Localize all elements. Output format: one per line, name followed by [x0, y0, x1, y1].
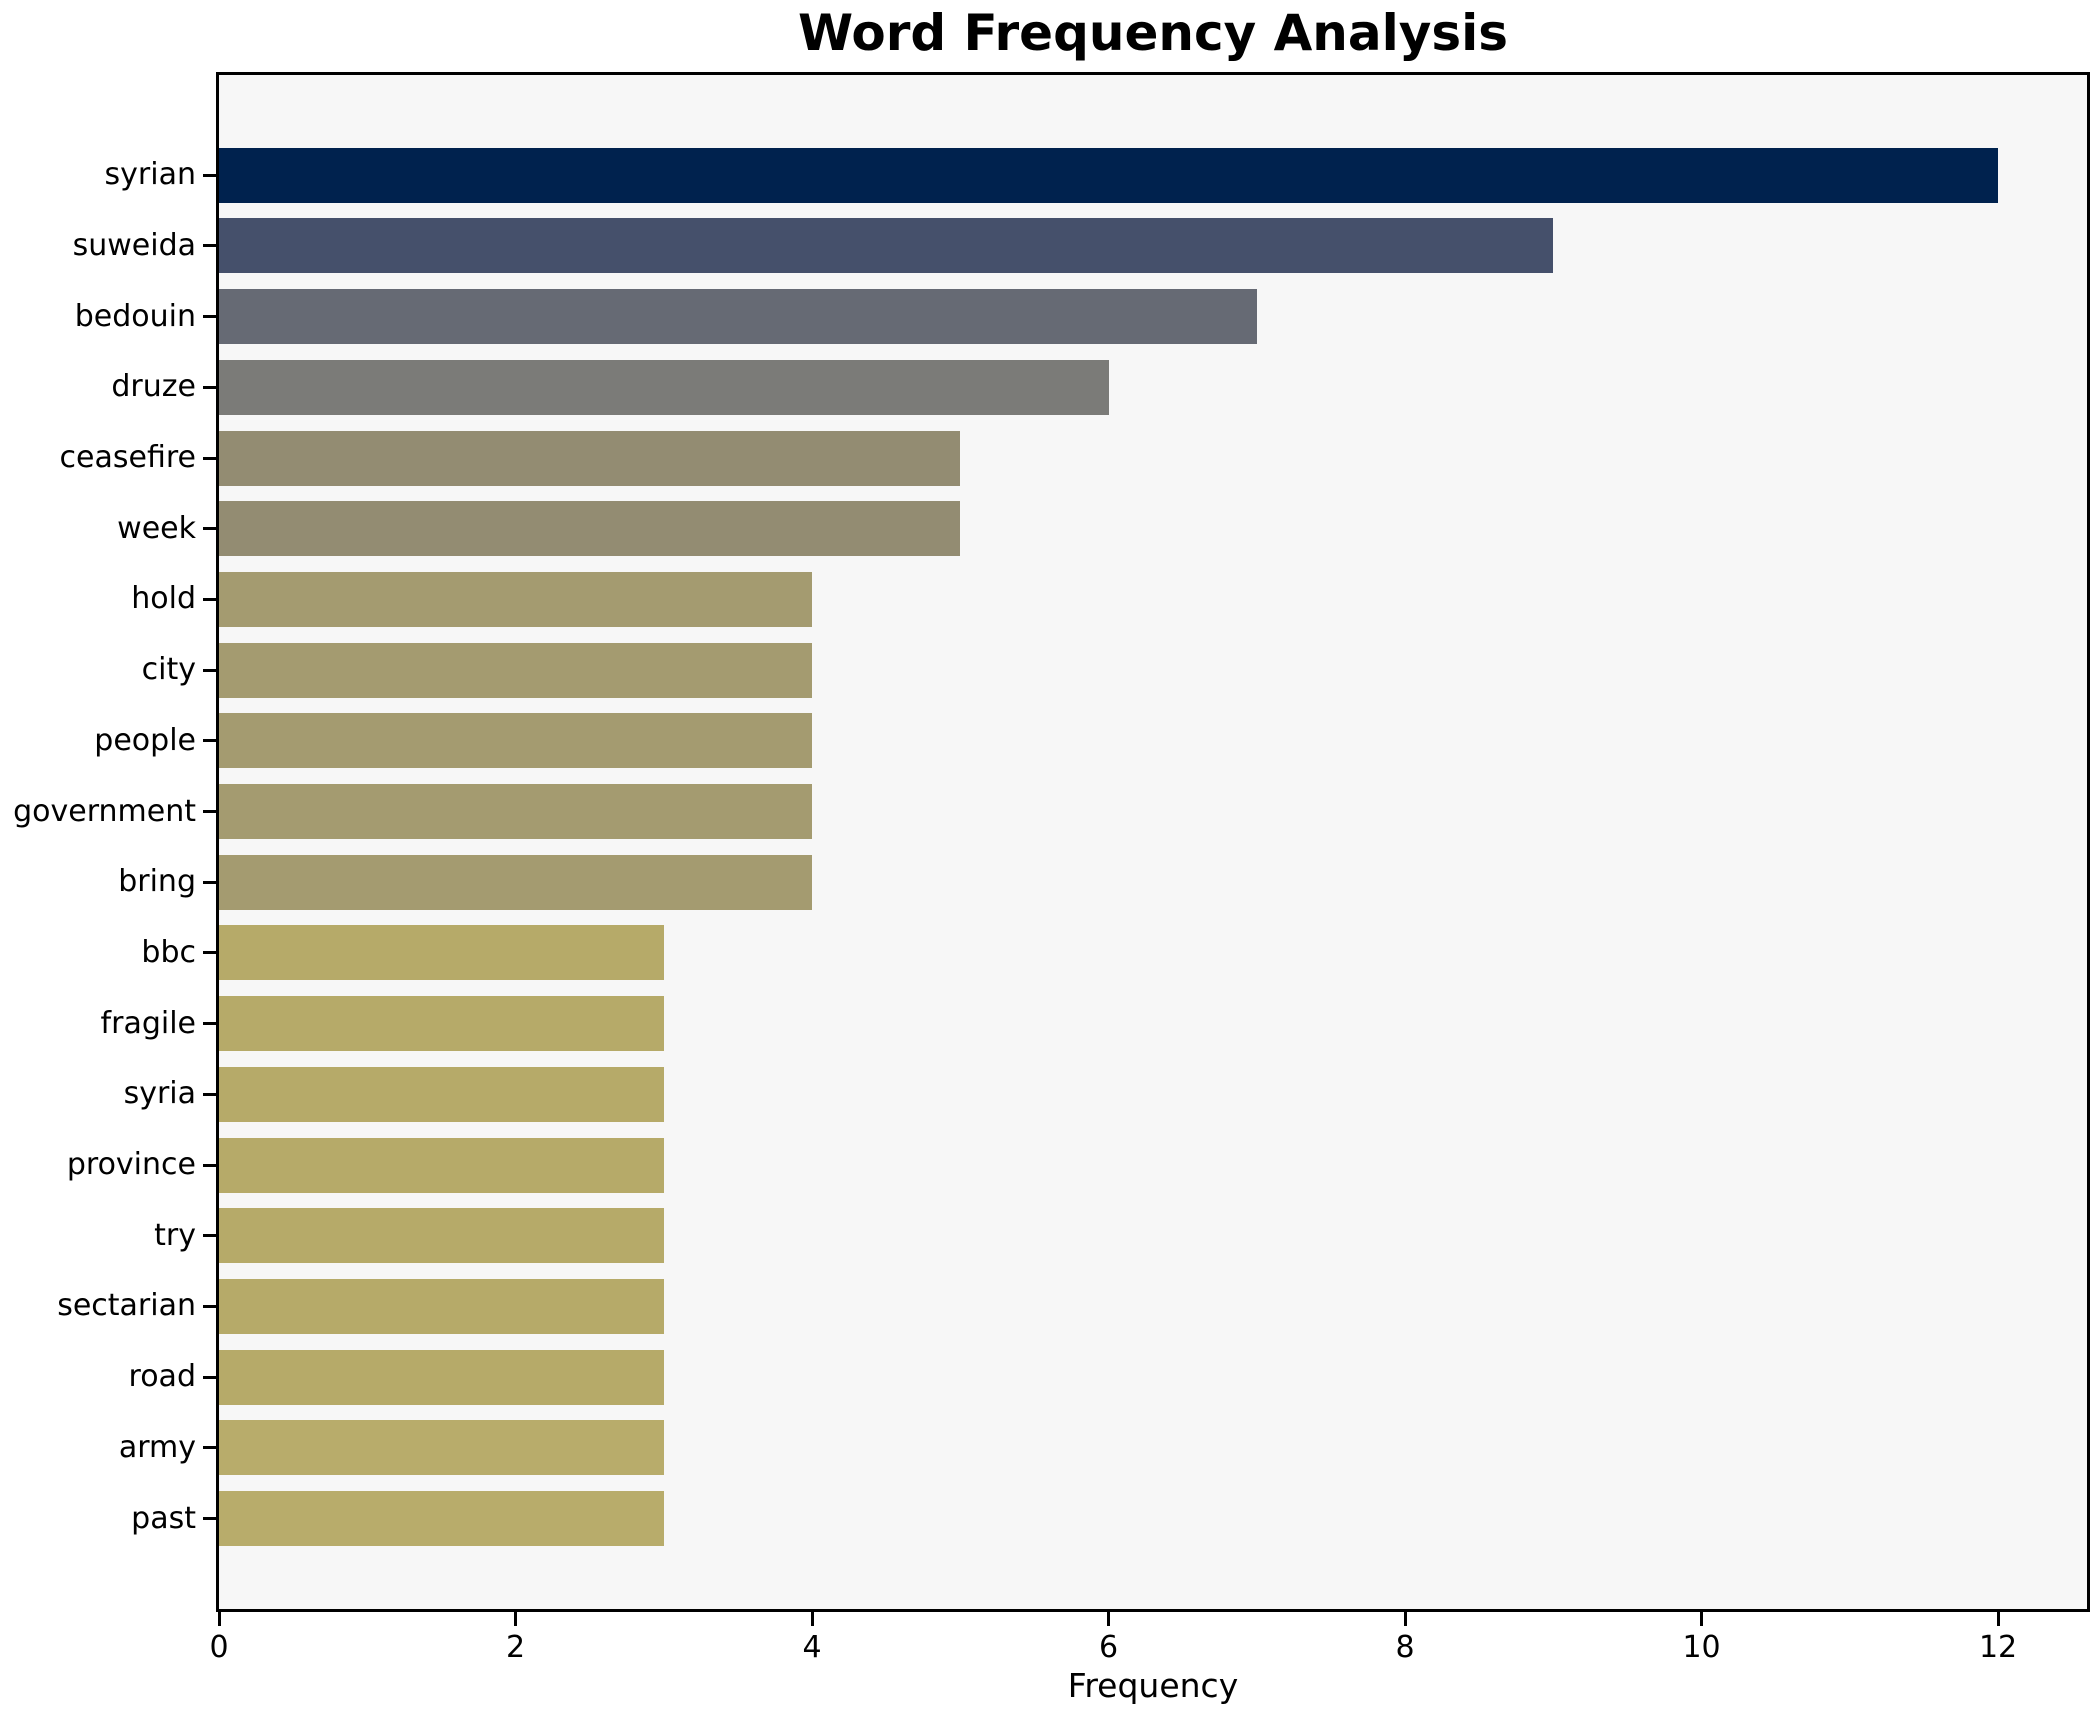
bar-government: [219, 784, 813, 839]
bar-bring: [219, 854, 813, 910]
chart-title: Word Frequency Analysis: [797, 4, 1509, 62]
x-tick-label-0: 0: [209, 1630, 229, 1665]
x-tick-4: [810, 1612, 814, 1626]
y-tick-week: [203, 527, 216, 531]
y-axis-label-past: past: [131, 1500, 196, 1536]
x-axis-title: Frequency: [1067, 1666, 1239, 1705]
y-tick-suweida: [203, 244, 216, 248]
bar-syria: [219, 1066, 664, 1122]
y-axis-label-road: road: [128, 1359, 196, 1395]
y-axis-label-sectarian: sectarian: [57, 1288, 196, 1324]
y-tick-ceasefire: [203, 456, 216, 460]
bar-army: [219, 1420, 664, 1476]
y-axis-label-government: government: [13, 793, 196, 829]
x-tick-label-12: 12: [1978, 1630, 2018, 1665]
plot-area: [216, 72, 2090, 1612]
y-axis-label-bedouin: bedouin: [74, 298, 196, 334]
y-tick-syria: [203, 1092, 216, 1096]
bar-suweida: [219, 218, 1554, 274]
y-axis-label-fragile: fragile: [100, 1005, 196, 1041]
y-tick-bbc: [203, 951, 216, 955]
bar-province: [219, 1137, 664, 1193]
y-tick-past: [203, 1517, 216, 1520]
bar-hold: [219, 571, 813, 627]
bar-sectarian: [219, 1278, 664, 1334]
bar-road: [219, 1349, 664, 1405]
y-tick-syrian: [203, 173, 216, 177]
y-axis-label-druze: druze: [111, 369, 196, 405]
x-tick-label-8: 8: [1395, 1630, 1415, 1665]
y-tick-hold: [203, 597, 216, 601]
bar-syrian: [219, 147, 1999, 203]
y-tick-sectarian: [203, 1304, 216, 1308]
y-tick-province: [203, 1163, 216, 1167]
y-tick-road: [203, 1375, 216, 1379]
bar-ceasefire: [219, 430, 961, 486]
x-tick-6: [1107, 1612, 1111, 1626]
bar-bbc: [219, 925, 664, 981]
x-tick-label-2: 2: [505, 1630, 526, 1665]
y-axis-label-ceasefire: ceasefire: [59, 440, 196, 475]
x-tick-2: [514, 1612, 517, 1626]
y-axis-label-try: try: [154, 1217, 196, 1253]
y-axis-label-province: province: [66, 1147, 196, 1182]
y-tick-city: [203, 668, 216, 672]
x-tick-label-10: 10: [1682, 1630, 1721, 1665]
x-tick-12: [1996, 1612, 2000, 1626]
x-tick-label-4: 4: [802, 1630, 822, 1665]
y-axis-label-suweida: suweida: [72, 227, 196, 263]
y-tick-try: [203, 1234, 216, 1238]
y-tick-bedouin: [203, 315, 216, 319]
y-tick-army: [203, 1446, 216, 1450]
y-axis-label-people: people: [94, 722, 196, 758]
y-axis-label-syria: syria: [123, 1076, 196, 1112]
bar-past: [219, 1491, 664, 1546]
x-tick-10: [1700, 1612, 1704, 1626]
bar-fragile: [219, 996, 664, 1052]
y-axis-label-city: city: [141, 652, 196, 688]
bar-city: [219, 642, 813, 698]
bar-week: [219, 501, 961, 557]
bar-try: [219, 1208, 664, 1264]
y-axis-label-hold: hold: [131, 581, 196, 617]
x-tick-8: [1403, 1612, 1407, 1626]
y-tick-bring: [203, 880, 216, 884]
bar-druze: [219, 359, 1109, 415]
y-axis-label-army: army: [118, 1429, 196, 1465]
y-tick-people: [203, 739, 216, 743]
y-axis-label-week: week: [117, 510, 196, 546]
y-tick-government: [203, 810, 216, 813]
x-tick-0: [217, 1612, 221, 1626]
y-axis-label-bbc: bbc: [141, 934, 196, 970]
y-axis-label-bring: bring: [118, 864, 196, 900]
x-tick-label-6: 6: [1098, 1630, 1119, 1665]
bar-people: [219, 713, 813, 769]
y-tick-fragile: [203, 1022, 216, 1026]
bar-bedouin: [219, 289, 1257, 345]
y-tick-druze: [203, 385, 216, 389]
y-axis-label-syrian: syrian: [104, 157, 196, 193]
